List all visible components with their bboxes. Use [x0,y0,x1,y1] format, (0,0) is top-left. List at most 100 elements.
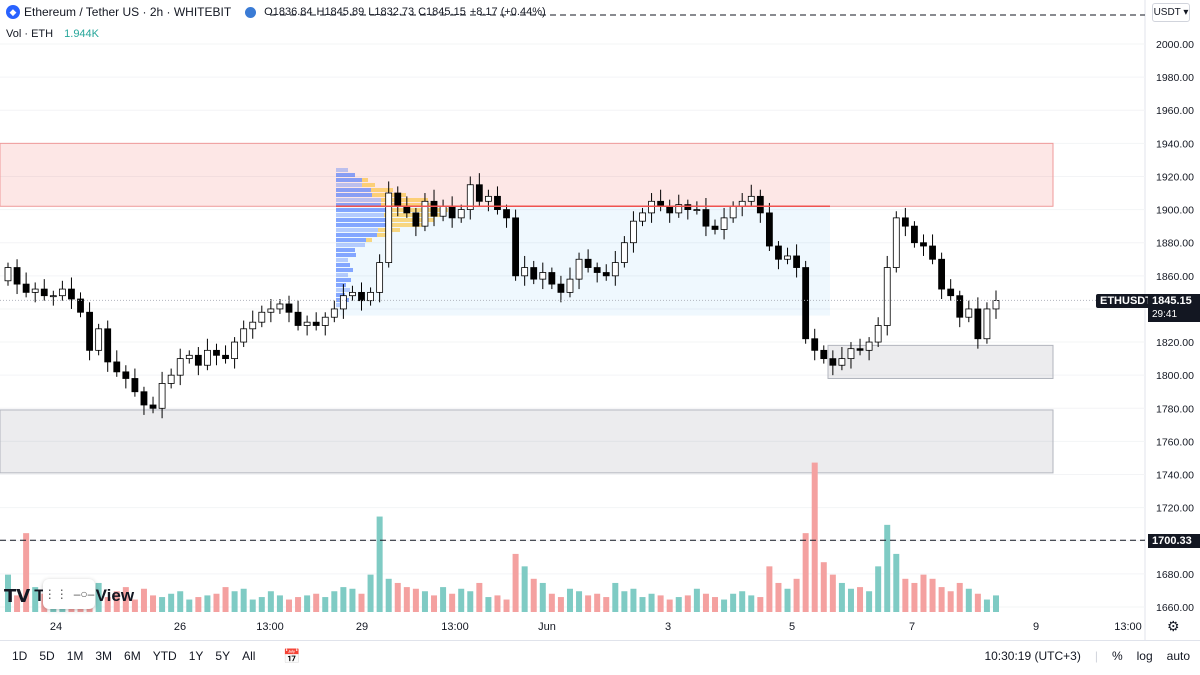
symbol-title[interactable]: Ethereum / Tether US · 2h · WHITEBIT [24,5,232,19]
volume-bar [730,593,737,612]
volume-bar [295,597,302,612]
candle-body [149,404,157,409]
volume-bar [204,595,211,612]
log-toggle[interactable]: log [1136,649,1153,663]
volume-bar [385,578,392,612]
price-tick-label: 1980.00 [1156,72,1194,84]
bar-countdown: 29:41 [1152,309,1178,320]
profile-bar [336,263,350,267]
volume-bar [838,582,845,612]
time-axis: 24 26 13:00 29 13:00 Jun 3 5 7 9 13:00 [50,621,1142,633]
candle-body [376,262,384,293]
settings-icon[interactable]: ⚙ [1167,618,1180,634]
visibility-icon[interactable] [245,6,257,18]
candle-body [13,267,21,285]
candle-body [113,361,121,373]
range-ytd[interactable]: YTD [152,649,177,663]
candle-body [385,192,393,263]
candle-body [122,371,130,379]
range-all[interactable]: All [242,649,256,663]
horizontal-lines [0,14,1145,541]
volume-bar [666,599,673,612]
candle-body [974,308,982,340]
volume-bar [431,595,438,612]
candle-body [784,255,791,260]
candle-body [648,200,655,214]
candle-body [983,308,991,340]
profile-bar [336,178,362,182]
volume-bar [566,588,573,612]
volume-bar [902,578,909,612]
volume-bar [240,588,247,612]
candle-body [802,267,810,340]
change-value: +8.17 (+0.44%) [469,6,546,18]
candle-body [820,349,828,360]
time-tick-label: 7 [909,621,915,633]
range-5d[interactable]: 5D [39,649,55,663]
volume-bar [367,574,374,612]
candle-body [167,374,175,384]
volume-bar [866,591,873,612]
candle-body [294,311,302,326]
calendar-icon[interactable]: 📅 [283,647,301,664]
volume-bar [95,582,102,612]
time-tick-label: Jun [538,621,556,633]
clock-time[interactable]: 10:30:19 (UTC+3) [984,649,1081,663]
candle-body [883,267,891,326]
candle-body [856,348,864,351]
volume-bar [331,591,338,612]
range-3m[interactable]: 3M [95,649,113,663]
volume-bar [521,566,528,612]
profile-bar [336,198,381,202]
candle-body [176,358,184,376]
profile-bar [384,213,440,217]
volume-bar [639,597,646,612]
floating-toolbar[interactable]: ⋮⋮ –○– [43,579,95,609]
price-tick-label: 1940.00 [1156,138,1194,150]
candle-body [258,311,266,323]
volume-bar [421,591,428,612]
range-1m[interactable]: 1M [66,649,84,663]
volume-bar [159,597,166,612]
range-5y[interactable]: 5Y [215,649,231,663]
volume-bar [847,588,854,612]
range-1y[interactable]: 1Y [188,649,204,663]
percent-toggle[interactable]: % [1111,649,1123,663]
currency-button[interactable]: USDT ▾ [1152,3,1190,22]
candle-body [602,272,610,277]
volume-bar [304,595,311,612]
candle-body [811,338,819,351]
volume-bar [784,588,791,612]
volume-bar [993,595,999,612]
candle-body [920,242,927,247]
price-chart[interactable]: 2000.00 1980.00 1960.00 1940.00 1920.00 1900.… [0,0,1200,640]
drag-handle-icon[interactable]: ⋮⋮ [43,587,68,601]
candle-body [539,272,547,280]
candle-body [222,354,229,360]
volume-bar [412,588,419,612]
zone-gray [0,409,1054,474]
volume-bar [721,599,728,612]
volume-bar [675,597,682,612]
volume-label[interactable]: Vol · ETH [6,28,54,40]
candle-body [611,262,619,277]
volume-bar [739,591,746,612]
range-6m[interactable]: 6M [124,649,141,663]
price-tick-label: 1780.00 [1156,403,1194,415]
candle-body [693,209,701,211]
volume-bar [322,597,329,612]
candle-body [95,328,103,351]
range-1d[interactable]: 1D [12,649,28,663]
profile-bar [336,223,388,227]
profile-bar [336,203,381,207]
volume-bar [222,587,229,612]
candle-body [403,205,411,214]
line-tool-icon[interactable]: –○– [73,587,95,601]
price-tick-label: 1800.00 [1156,370,1194,382]
candle-body [720,217,728,230]
auto-toggle[interactable]: auto [1166,649,1190,663]
candle-body [666,205,674,214]
candle-body [992,300,1000,310]
candle-body [86,311,93,351]
volume-bar [603,597,610,612]
